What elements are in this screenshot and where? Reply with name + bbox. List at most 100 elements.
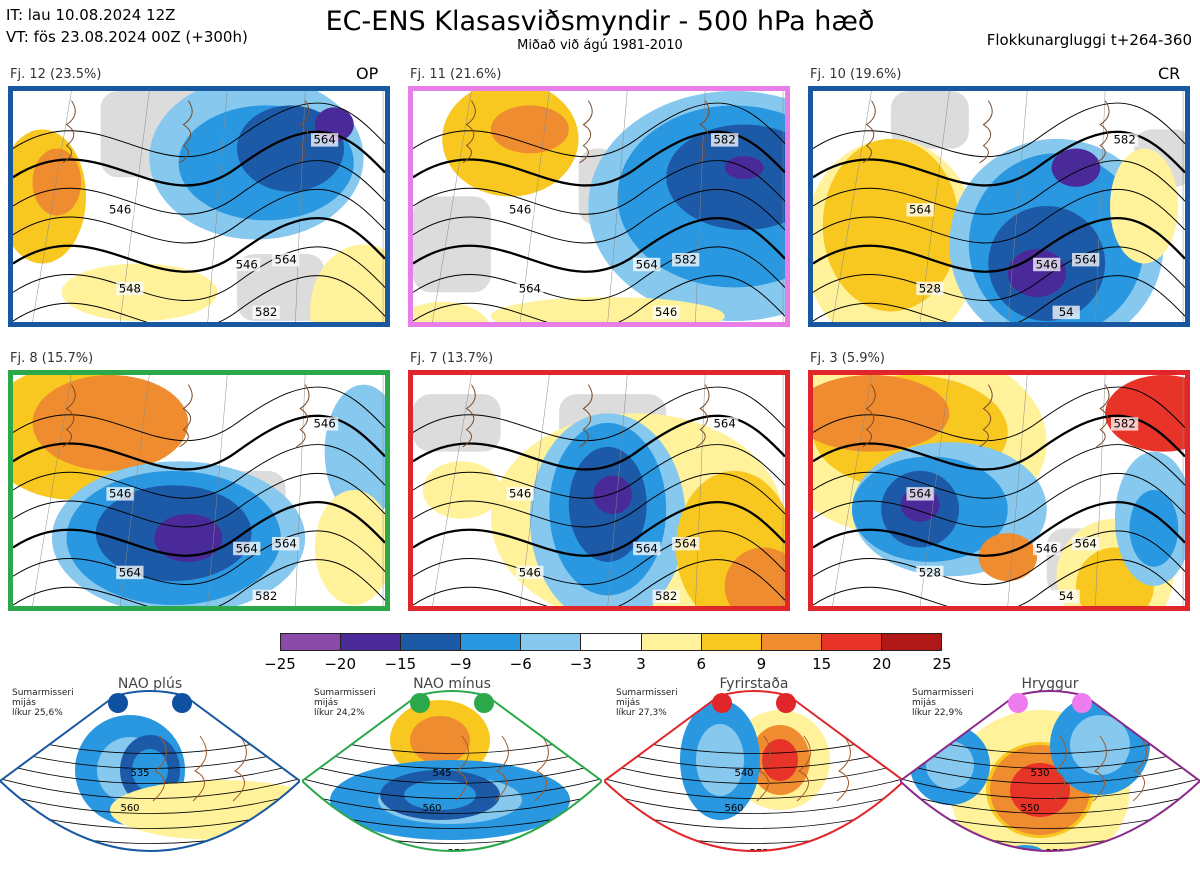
regime-coastline [494,735,509,802]
regime-contour-label: 575 [749,848,768,859]
contour-label-bg [1110,133,1139,147]
cluster-map-panel[interactable]: 546 564 564 564 546 582 [8,370,390,611]
contour-label: 582 [255,589,277,603]
geopotential-map: 546 564 564 564 546 582 [13,375,385,606]
cluster-label: Fj. 3 (5.9%) [810,351,885,366]
coastline [979,100,993,164]
cluster-map-panel[interactable]: 546 564 564 582 582 546 [408,86,790,327]
anomaly-area [666,124,785,230]
height-contour [13,386,385,442]
contour-label-bg [506,487,534,501]
anomaly-area [413,301,489,322]
contour-label-bg [1033,541,1061,556]
regime-map: 540 560 575 [604,690,904,859]
contour-label-bg [116,281,144,296]
regime-marker-dot [776,693,796,713]
contour-label-bg [672,536,700,551]
regime-info: Sumarmisseri mijás líkur 25,6% [12,688,74,718]
contour-label: 564 [119,565,141,579]
contour-label: 546 [109,487,131,501]
colorbar-tick-label: −9 [449,655,472,673]
classification-window: Flokkunargluggi t+264-360 [986,31,1192,49]
cluster-map-panel[interactable]: 564 546 528 564 582 54 [808,370,1190,611]
graticule-line [695,375,706,606]
contour-label-bg [116,565,144,580]
anomaly-area [1110,148,1179,264]
height-contour [413,102,785,158]
height-contour [413,188,785,244]
contour-label: 564 [313,133,335,147]
graticule-line [832,91,872,322]
contour-label-bg [106,203,134,217]
contour-label-bg [672,252,700,267]
regime-contour-label: 560 [724,803,743,814]
height-contour [813,216,1185,273]
anomaly-area [32,148,82,216]
regime-contour [900,790,1200,814]
regime-coastline [454,735,469,802]
contour-label-bg [1072,536,1100,551]
contour-label: 564 [909,487,931,501]
contour-label: 546 [313,417,335,431]
contour-label-bg [906,203,934,217]
contour-label-bg [252,589,280,604]
regime-name: Fyrirstaða [719,676,789,692]
contour-label: 564 [1075,253,1097,267]
contour-label-bg [252,305,280,320]
regime-anomaly-core [410,716,470,764]
regime-anomaly-core [1070,715,1130,775]
regime-contour [900,775,1200,799]
regime-info: Sumarmisseri mijás líkur 27,3% [616,688,678,718]
contour-label-bg [233,541,261,556]
regime-contour-label: 560 [422,803,441,814]
cluster-label: Fj. 11 (21.6%) [410,67,502,82]
contour-label-bg [272,252,300,267]
regime-contour-label: 545 [432,768,451,779]
height-contour [813,414,1185,471]
regime-contour [900,850,1200,851]
graticule-line [1095,91,1106,322]
colorbar-tick-label: −6 [509,655,532,673]
cluster-map-panel[interactable]: 546 564 546 564 564 582 [408,370,790,611]
contour-label: 564 [275,537,297,551]
regime-coastline [796,735,811,802]
regime-contour-label: 575 [447,848,466,859]
regime-marker-dot [172,693,192,713]
colorbar-tick-label: 15 [812,655,832,673]
contour-label: 564 [275,253,297,267]
colorbar-swatch [761,634,822,650]
contour-label: 564 [636,541,658,555]
height-contour [813,500,1185,557]
anomaly-area [813,375,950,452]
height-contour [413,386,785,442]
contour-label: 582 [675,253,697,267]
coastline [696,384,710,448]
colorbar-swatch [701,634,762,650]
cluster-map-panel[interactable]: 564 546 528 564 582 54 [808,86,1190,327]
anomaly-area [1051,148,1101,187]
geopotential-map: 546 546 548 564 564 582 [13,91,385,322]
contour-label-bg [106,487,134,501]
contour-label-bg [652,305,680,320]
height-contour [413,216,785,273]
regime-contour-label: 575 [1045,848,1064,859]
cluster-map-panel[interactable]: 546 546 548 564 564 582 [8,86,390,327]
geopotential-map: 546 564 546 564 564 582 [413,375,785,606]
coastline [296,384,310,448]
contour-label-bg [710,417,739,431]
graticule-line [295,91,306,322]
anomaly-area [32,375,189,471]
regime-anomaly-core [762,739,798,781]
regime-mean: mijás [912,698,936,708]
contour-label-bg [1033,257,1061,272]
regime-contour-label: 560 [120,803,139,814]
regime-contour [900,760,1200,784]
regime-contour [0,850,300,851]
colorbar-swatch [581,634,642,650]
contour-label: 546 [509,203,531,217]
coastline [862,100,876,164]
cluster-label: Fj. 12 (23.5%) [10,67,102,82]
regime-contour [604,790,904,814]
contour-label: 564 [236,541,258,555]
colorbar-swatch [521,634,582,650]
